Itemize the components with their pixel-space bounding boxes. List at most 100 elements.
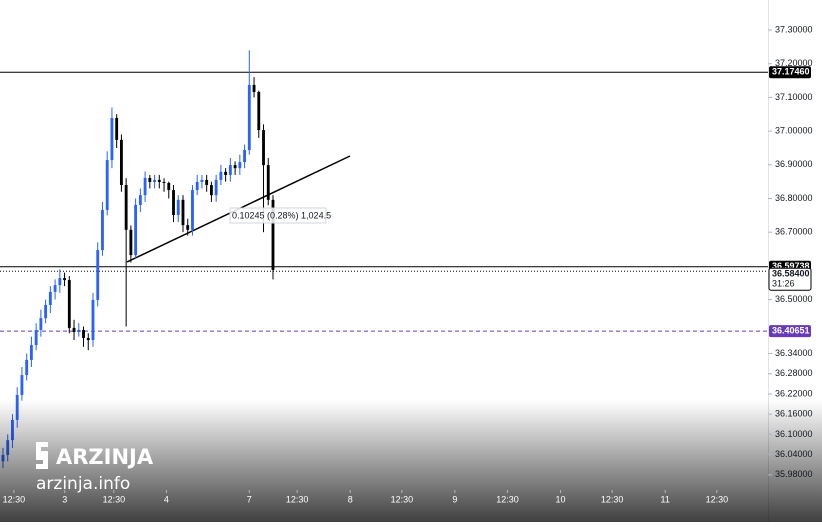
candle-body: [219, 171, 223, 180]
candle-body: [247, 84, 251, 150]
site: arzinja.info: [36, 474, 130, 494]
x-tick-label: 9: [452, 494, 457, 504]
x-tick-label: 12:30: [286, 494, 309, 504]
y-tick-label: 35.98000: [775, 469, 813, 479]
y-tick-label: 36.16000: [775, 409, 813, 419]
price-tag: [769, 66, 811, 79]
candle-body: [119, 139, 123, 186]
candle-body: [167, 182, 171, 191]
x-tick-label: 10: [556, 494, 566, 504]
candle-body: [200, 179, 204, 182]
candle-body: [157, 179, 161, 182]
candle-body: [262, 130, 265, 166]
candle-body: [63, 278, 66, 281]
candle-body: [257, 92, 261, 131]
y-tick-label: 37.00000: [775, 125, 813, 135]
current-price-label: 36.58400: [772, 269, 810, 279]
candle-body: [228, 165, 232, 175]
price-tag-label: 37.17460: [772, 67, 810, 77]
plot: [0, 50, 768, 469]
candle-body: [271, 199, 275, 270]
candle-body: [233, 165, 237, 169]
measure-label: 0.10245 (0.28%) 1,024.5: [232, 210, 331, 220]
candle-body: [143, 177, 147, 196]
logo: ARZINJA arzinja.info: [36, 442, 154, 494]
candle-body: [153, 179, 156, 182]
candle-body: [58, 278, 62, 286]
x-tick-label: 7: [247, 494, 252, 504]
candle-body: [39, 318, 43, 330]
y-tick-label: 36.50000: [775, 294, 813, 304]
x-tick-label: 11: [661, 494, 670, 504]
y-tick-label: 36.04000: [775, 449, 813, 459]
candle-body: [110, 117, 114, 161]
y-tick-label: 36.22000: [775, 388, 813, 398]
y-tick-label: 36.10000: [775, 429, 813, 439]
candle-body: [176, 199, 180, 216]
candle-body: [252, 84, 256, 93]
candle-body: [134, 204, 138, 256]
y-tick-label: 36.80000: [775, 193, 813, 203]
y-tick-label: 36.28000: [775, 368, 813, 378]
candle-body: [266, 165, 270, 200]
candle-body: [162, 181, 166, 183]
candle-body: [205, 179, 209, 186]
x-tick-label: 12:30: [706, 494, 729, 504]
candle-body: [124, 185, 128, 230]
y-tick-label: 37.20000: [775, 58, 813, 68]
candle-body: [82, 329, 85, 339]
candle-body: [20, 375, 24, 395]
x-tick-label: 3: [62, 494, 67, 504]
y-tick-label: 36.90000: [775, 159, 813, 169]
brand: ARZINJA: [56, 445, 154, 469]
candle-body: [96, 250, 100, 300]
x-tick-label: 4: [164, 494, 169, 504]
candle-body: [67, 280, 71, 328]
candle-body: [148, 177, 152, 182]
candle-body: [48, 291, 52, 305]
shade: [0, 400, 822, 522]
x-tick-label: 12:30: [391, 494, 414, 504]
price-tag-label: 36.40651: [772, 325, 810, 335]
candle-body: [224, 171, 228, 175]
x-tick-label: 12:30: [601, 494, 624, 504]
candle-body: [29, 345, 33, 360]
candle-body: [172, 190, 175, 216]
countdown: 31:26: [772, 279, 795, 289]
current-price-tag: [768, 267, 812, 291]
candle-body: [101, 209, 104, 251]
candle-body: [53, 285, 57, 292]
y-tick-label: 36.70000: [775, 227, 813, 237]
y-tick-label: 37.10000: [775, 92, 813, 102]
y-tick-label: 36.34000: [775, 348, 813, 358]
x-tick-label: 12:30: [3, 494, 26, 504]
axes: 37.30000 37.20000 37.10000 37.00000 36.90000…: [3, 24, 813, 504]
candle-body: [25, 359, 29, 376]
measure-box: [229, 207, 327, 224]
candle-body: [115, 117, 119, 140]
candle-body: [191, 190, 194, 230]
candle-body: [86, 338, 90, 341]
logo-icon: [36, 442, 48, 469]
price-tag: [769, 325, 811, 338]
candle-body: [91, 299, 95, 341]
candle-body: [214, 179, 218, 196]
y-tick-label: 37.30000: [775, 24, 813, 34]
candle-body: [129, 229, 133, 256]
candle-body: [34, 329, 38, 346]
candle-body: [105, 160, 109, 210]
candle-body: [77, 329, 81, 332]
candle-body: [209, 185, 213, 196]
candle-body: [195, 181, 199, 191]
price-tag-label: 36.59738: [772, 261, 810, 271]
x-tick-label: 12:30: [496, 494, 519, 504]
candle-body: [243, 149, 246, 163]
candle-body: [138, 195, 142, 205]
candle-body: [238, 162, 242, 169]
candle-body: [181, 199, 185, 226]
candle-body: [72, 327, 76, 332]
candle-body: [186, 225, 190, 230]
x-tick-label: 12:30: [103, 494, 126, 504]
candle-body: [44, 304, 48, 319]
